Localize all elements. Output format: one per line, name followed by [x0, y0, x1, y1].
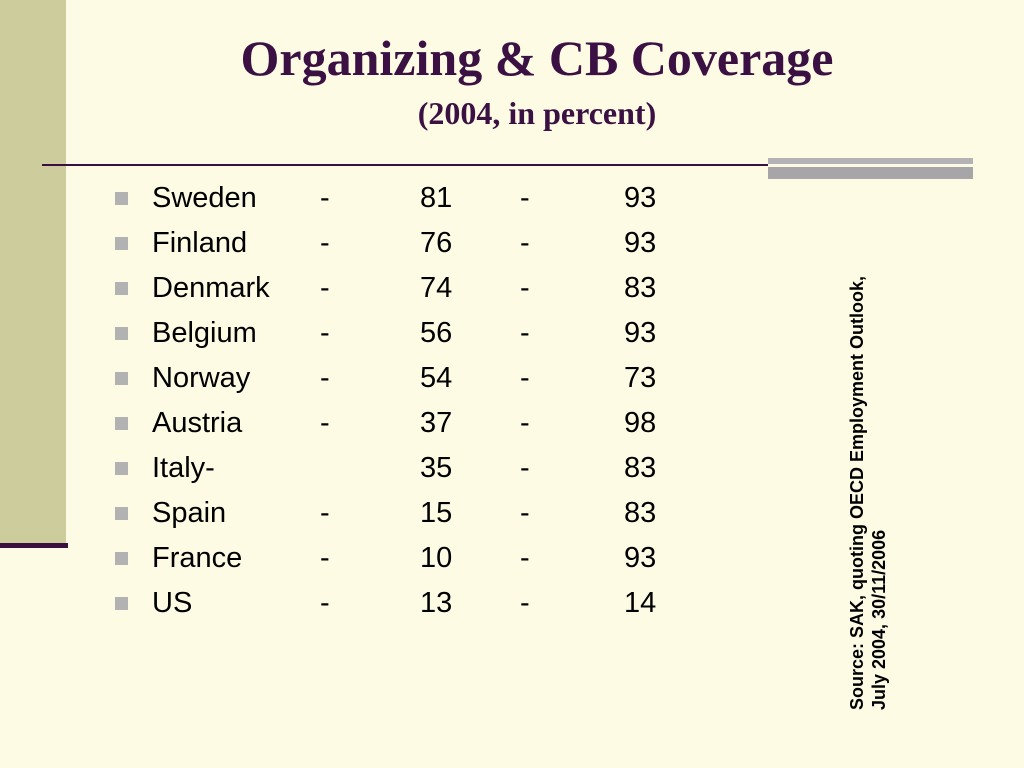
list-item: Sweden - 81 - 93 — [0, 176, 700, 221]
bullet-square-icon — [115, 597, 128, 610]
list-item: Spain - 15 - 83 — [0, 491, 700, 536]
cb-coverage-rate: 83 — [624, 497, 657, 529]
bullet-square-icon — [115, 507, 128, 520]
slide-subtitle: (2004, in percent) — [417, 95, 657, 131]
divider-accent-bar — [768, 158, 973, 179]
organizing-rate: 54 — [420, 362, 453, 394]
title-divider — [42, 164, 782, 166]
bullet-square-icon — [115, 237, 128, 250]
cb-coverage-rate: 93 — [624, 542, 657, 574]
country-name: Austria — [152, 407, 243, 439]
organizing-rate: 74 — [420, 272, 453, 304]
organizing-rate: 37 — [420, 407, 453, 439]
separator-dash: - — [520, 272, 530, 304]
country-name: Norway — [152, 362, 251, 394]
left-band-underline — [0, 543, 68, 548]
separator-dash: - — [320, 227, 330, 259]
list-item: Austria - 37 - 98 — [0, 401, 700, 446]
organizing-rate: 81 — [420, 182, 453, 214]
separator-dash: - — [320, 362, 330, 394]
bullet-square-icon — [115, 192, 128, 205]
country-name: US — [152, 587, 193, 619]
separator-dash: - — [320, 407, 330, 439]
bullet-square-icon — [115, 372, 128, 385]
list-item: Italy- 35 - 83 — [0, 446, 700, 491]
separator-dash: - — [520, 407, 530, 439]
separator-dash: - — [320, 272, 330, 304]
separator-dash: - — [520, 182, 530, 214]
separator-dash: - — [520, 542, 530, 574]
separator-dash: - — [520, 362, 530, 394]
organizing-rate: 76 — [420, 227, 453, 259]
bullet-square-icon — [115, 462, 128, 475]
country-name: Belgium — [152, 317, 257, 349]
country-name: Sweden — [152, 182, 257, 214]
cb-coverage-rate: 83 — [624, 272, 657, 304]
list-item: US - 13 - 14 — [0, 581, 700, 626]
separator-dash: - — [520, 497, 530, 529]
bullet-square-icon — [115, 552, 128, 565]
bullet-square-icon — [115, 417, 128, 430]
separator-dash: - — [520, 587, 530, 619]
separator-dash: - — [520, 227, 530, 259]
separator-dash: - — [520, 452, 530, 484]
country-name: France — [152, 542, 243, 574]
cb-coverage-rate: 14 — [624, 587, 657, 619]
separator-dash: - — [320, 497, 330, 529]
country-name: Finland — [152, 227, 248, 259]
country-name: Spain — [152, 497, 227, 529]
country-name: Denmark — [152, 272, 270, 304]
cb-coverage-rate: 93 — [624, 182, 657, 214]
separator-dash: - — [520, 317, 530, 349]
cb-coverage-rate: 93 — [624, 317, 657, 349]
source-note-line-1: Source: SAK, quoting OECD Employment Out… — [847, 275, 867, 710]
separator-dash: - — [320, 317, 330, 349]
left-decorative-band — [0, 0, 66, 543]
separator-dash: - — [320, 587, 330, 619]
bullet-square-icon — [115, 327, 128, 340]
country-name: Italy- — [152, 452, 215, 484]
list-item: Denmark - 74 - 83 — [0, 266, 700, 311]
cb-coverage-rate: 93 — [624, 227, 657, 259]
separator-dash: - — [320, 542, 330, 574]
cb-coverage-rate: 83 — [624, 452, 657, 484]
organizing-rate: 10 — [420, 542, 453, 574]
list-item: Finland - 76 - 93 — [0, 221, 700, 266]
bullet-square-icon — [115, 282, 128, 295]
organizing-rate: 56 — [420, 317, 453, 349]
list-item: Norway - 54 - 73 — [0, 356, 700, 401]
source-note: Source: SAK, quoting OECD Employment Out… — [846, 210, 890, 710]
slide-title: Organizing & CB Coverage — [240, 30, 834, 86]
source-note-line-2: July 2004, 30/11/2006 — [869, 529, 889, 710]
separator-dash: - — [320, 182, 330, 214]
cb-coverage-rate: 98 — [624, 407, 657, 439]
list-item: France - 10 - 93 — [0, 536, 700, 581]
list-item: Belgium - 56 - 93 — [0, 311, 700, 356]
organizing-rate: 15 — [420, 497, 453, 529]
cb-coverage-rate: 73 — [624, 362, 657, 394]
organizing-rate: 35 — [420, 452, 453, 484]
organizing-rate: 13 — [420, 587, 453, 619]
